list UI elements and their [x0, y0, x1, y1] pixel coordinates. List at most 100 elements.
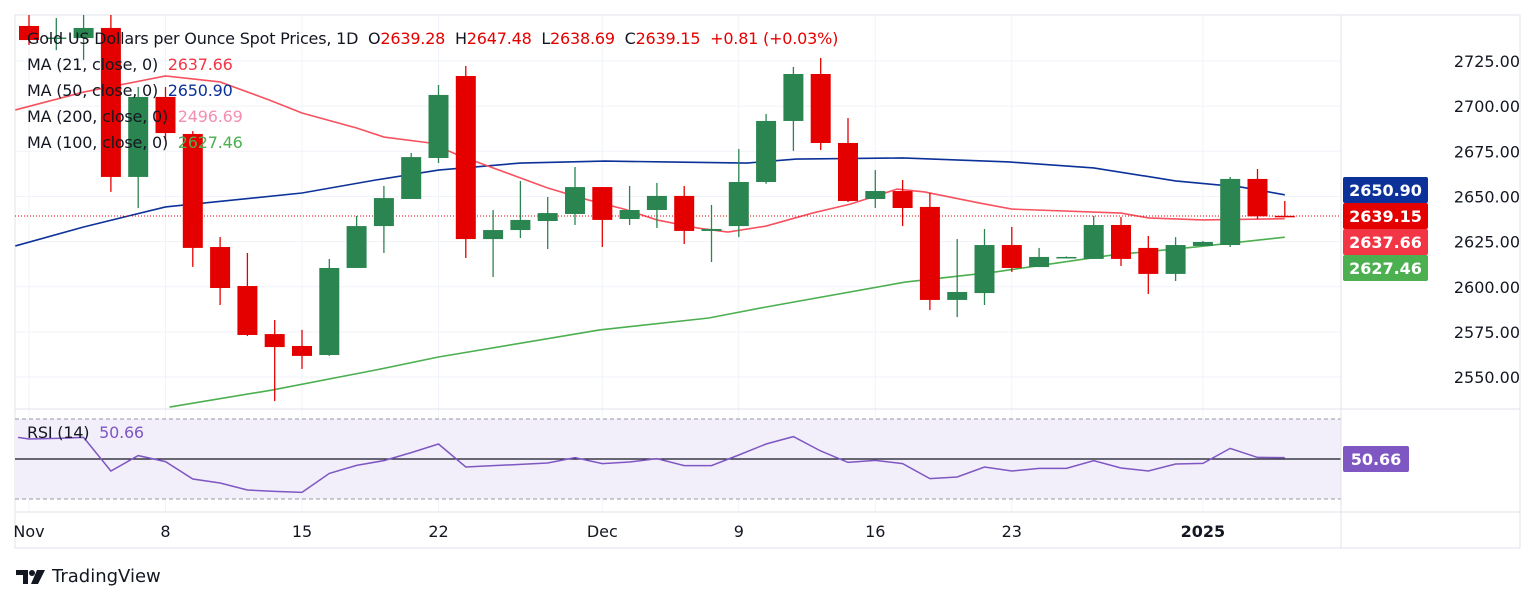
legend-rsi[interactable]: RSI (14) 50.66 — [27, 423, 144, 443]
candle[interactable] — [73, 15, 94, 60]
close-value: 2639.15 — [635, 29, 701, 48]
candle[interactable] — [1056, 256, 1077, 259]
candle[interactable] — [756, 113, 777, 184]
ma21-label: MA (21, close, 0) — [27, 55, 159, 74]
price-badge-label: 2637.66 — [1349, 233, 1422, 252]
candle[interactable] — [483, 209, 504, 277]
price-badge — [1343, 229, 1428, 255]
candle[interactable] — [319, 258, 340, 356]
candle[interactable] — [810, 57, 831, 151]
candle-body — [1247, 178, 1268, 217]
legend-ma200[interactable]: MA (200, close, 0) 2496.69 — [27, 107, 243, 127]
legend-ma50[interactable]: MA (50, close, 0) 2650.90 — [27, 81, 233, 101]
ma200-value: 2496.69 — [177, 107, 243, 126]
candle[interactable] — [264, 319, 285, 402]
candle[interactable] — [1192, 241, 1213, 246]
candle[interactable] — [728, 148, 749, 238]
candle[interactable] — [1165, 237, 1186, 281]
price-badge — [1343, 203, 1428, 229]
candle[interactable] — [1247, 168, 1268, 220]
candle[interactable] — [373, 185, 394, 253]
candle[interactable] — [510, 180, 531, 238]
price-tick-label: 2725.00 — [1454, 52, 1520, 71]
rsi-pane — [15, 418, 1341, 500]
ma100-label: MA (100, close, 0) — [27, 133, 168, 152]
candle-body — [73, 27, 94, 39]
candle-body — [1274, 215, 1295, 218]
candle[interactable] — [619, 185, 640, 225]
candle[interactable] — [46, 18, 67, 51]
candle[interactable] — [128, 87, 149, 209]
open-value: 2639.28 — [380, 29, 446, 48]
price-tick-label: 2575.00 — [1454, 323, 1520, 342]
candle[interactable] — [919, 193, 940, 311]
candle[interactable] — [892, 180, 913, 227]
time-tick-label: Nov — [13, 522, 44, 541]
candle[interactable] — [155, 87, 176, 142]
candle-body — [346, 226, 367, 268]
candle-body — [128, 96, 149, 177]
candle[interactable] — [1220, 176, 1241, 248]
candle[interactable] — [292, 329, 312, 369]
candle-body — [1056, 256, 1077, 259]
rsi-line — [17, 435, 1285, 494]
candle[interactable] — [1111, 217, 1131, 266]
candle[interactable] — [947, 239, 968, 318]
candle[interactable] — [1029, 247, 1050, 268]
candle[interactable] — [1138, 236, 1159, 294]
price-badge-label: 2639.15 — [1349, 207, 1422, 226]
candle[interactable] — [455, 66, 476, 259]
candle-body — [974, 245, 995, 294]
price-axis[interactable]: 2725.00 2700.00 2675.00 2650.00 2625.00 2600.… — [1454, 52, 1520, 387]
time-tick-label: 16 — [865, 522, 885, 541]
candle[interactable] — [210, 237, 231, 305]
price-tick-label: 2600.00 — [1454, 278, 1520, 297]
candle[interactable] — [428, 85, 449, 164]
candle[interactable] — [674, 185, 695, 244]
tradingview-logo[interactable]: TradingView — [16, 566, 161, 587]
candle[interactable] — [401, 152, 422, 199]
candle-body — [264, 334, 285, 348]
price-tick-label: 2625.00 — [1454, 233, 1520, 252]
candle[interactable] — [565, 167, 585, 225]
tradingview-logo-icon — [16, 569, 45, 584]
candle[interactable] — [346, 215, 367, 268]
candle-body — [701, 228, 722, 231]
candle[interactable] — [838, 118, 858, 203]
ma50-value: 2650.90 — [167, 81, 233, 100]
price-tick-label: 2550.00 — [1454, 368, 1520, 387]
candle-body — [592, 187, 613, 220]
legend-ma21[interactable]: MA (21, close, 0) 2637.66 — [27, 55, 233, 75]
candle-body — [455, 75, 476, 240]
time-tick-label: 2025 — [1181, 522, 1226, 541]
candle[interactable] — [537, 196, 558, 250]
candle[interactable] — [592, 187, 613, 248]
legend-ma100[interactable]: MA (100, close, 0) 2627.46 — [27, 133, 243, 153]
candle[interactable] — [783, 66, 804, 151]
candle[interactable] — [646, 182, 667, 229]
candle[interactable] — [1083, 215, 1104, 259]
price-badge — [1343, 255, 1428, 281]
candle[interactable] — [19, 15, 39, 45]
candle[interactable] — [237, 252, 258, 337]
candle-body — [756, 120, 777, 183]
price-pane — [15, 15, 1341, 408]
candle[interactable] — [182, 131, 203, 267]
ma21-value: 2637.66 — [167, 55, 233, 74]
time-axis[interactable]: Nov 8 15 22 Dec 9 16 23 2025 — [13, 522, 1225, 541]
candle[interactable] — [865, 170, 886, 209]
ma50-line — [15, 157, 1285, 247]
candle[interactable] — [1274, 201, 1295, 218]
low-value: 2638.69 — [550, 29, 615, 48]
candle[interactable] — [1001, 226, 1022, 272]
candle[interactable] — [974, 228, 995, 305]
time-tick-label: 8 — [160, 522, 170, 541]
high-value: 2647.48 — [466, 29, 532, 48]
candle-body — [182, 133, 203, 248]
symbol-legend[interactable]: Gold US Dollars per Ounce Spot Prices, 1… — [27, 29, 838, 49]
candle[interactable] — [100, 15, 121, 192]
candle[interactable] — [701, 204, 722, 263]
candle-body — [1001, 245, 1022, 268]
candle-body — [155, 96, 176, 134]
